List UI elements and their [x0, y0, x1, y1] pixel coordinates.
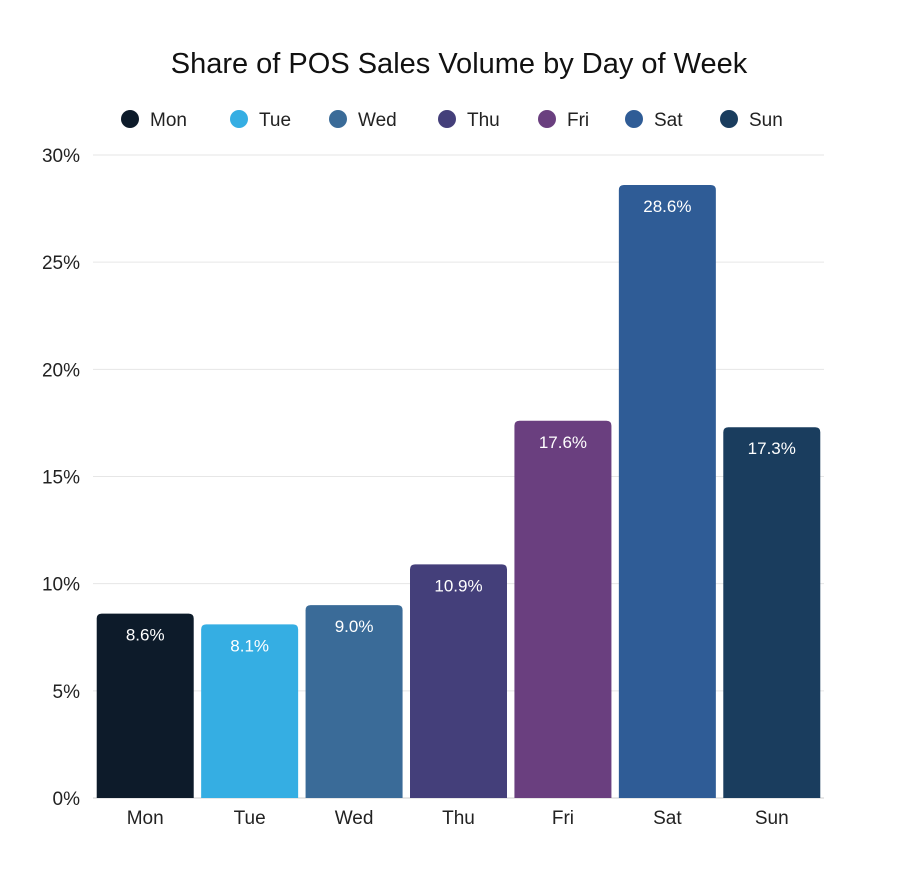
bar-sun: [723, 427, 821, 798]
legend-label-fri: Fri: [567, 110, 589, 131]
x-tick-label-mon: Mon: [127, 808, 164, 829]
bar-value-label-fri: 17.6%: [539, 433, 587, 452]
bar-mon: [96, 613, 194, 798]
legend: Mon Tue Wed Thu Fri Sat Sun: [121, 110, 783, 131]
legend-marker-tue: [230, 110, 248, 128]
bars: [96, 185, 821, 799]
legend-label-tue: Tue: [259, 110, 291, 131]
legend-label-wed: Wed: [358, 110, 397, 131]
chart-title: Share of POS Sales Volume by Day of Week: [171, 48, 748, 80]
y-tick-label: 10%: [42, 575, 80, 596]
y-tick-label: 5%: [53, 682, 81, 703]
legend-marker-fri: [538, 110, 556, 128]
legend-marker-sat: [625, 110, 643, 128]
bar-value-label-sat: 28.6%: [643, 197, 691, 216]
y-tick-label: 15%: [42, 468, 80, 489]
legend-label-mon: Mon: [150, 110, 187, 131]
legend-marker-sun: [720, 110, 738, 128]
bar-wed: [305, 605, 403, 798]
bar-sat: [618, 185, 716, 799]
x-tick-label-sun: Sun: [755, 808, 789, 829]
bar-value-label-sun: 17.3%: [748, 439, 796, 458]
x-tick-label-thu: Thu: [442, 808, 475, 829]
bar-value-label-mon: 8.6%: [126, 626, 165, 645]
y-tick-label: 20%: [42, 360, 80, 381]
y-axis: 0% 5% 10% 15% 20% 25% 30%: [42, 146, 80, 810]
legend-marker-mon: [121, 110, 139, 128]
x-tick-label-fri: Fri: [552, 808, 574, 829]
x-tick-label-sat: Sat: [653, 808, 682, 829]
x-tick-label-wed: Wed: [335, 808, 374, 829]
bar-value-label-tue: 8.1%: [230, 636, 269, 655]
y-tick-label: 25%: [42, 253, 80, 274]
bar-value-label-wed: 9.0%: [335, 617, 374, 636]
x-tick-label-tue: Tue: [234, 808, 266, 829]
x-axis: Mon Tue Wed Thu Fri Sat Sun: [127, 808, 789, 829]
bar-tue: [201, 624, 299, 798]
bar-value-label-thu: 10.9%: [434, 576, 482, 595]
legend-marker-wed: [329, 110, 347, 128]
y-tick-label: 30%: [42, 146, 80, 167]
legend-marker-thu: [438, 110, 456, 128]
bar-value-labels: 8.6% 8.1% 9.0% 10.9% 17.6% 28.6% 17.3%: [126, 197, 796, 655]
legend-label-sat: Sat: [654, 110, 683, 131]
bar-fri: [514, 420, 612, 798]
y-tick-label: 0%: [53, 789, 81, 810]
bar-thu: [410, 564, 507, 798]
legend-label-sun: Sun: [749, 110, 783, 131]
legend-label-thu: Thu: [467, 110, 500, 131]
